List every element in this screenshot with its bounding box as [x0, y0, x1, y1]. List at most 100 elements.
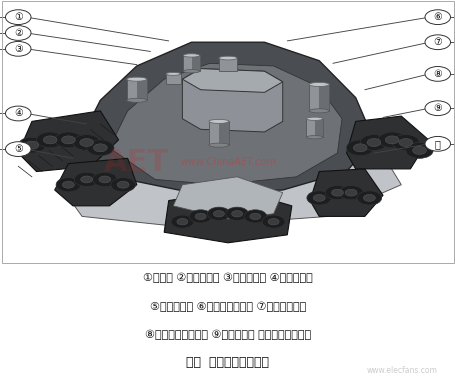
Circle shape — [36, 132, 64, 148]
Polygon shape — [136, 79, 147, 100]
Circle shape — [81, 176, 92, 183]
Text: 图１  机器人结构三维模: 图１ 机器人结构三维模 — [186, 356, 269, 369]
Text: ⑧: ⑧ — [432, 69, 441, 79]
Ellipse shape — [183, 70, 199, 73]
Circle shape — [171, 215, 193, 228]
Circle shape — [225, 207, 248, 220]
Circle shape — [424, 101, 450, 116]
Circle shape — [262, 215, 284, 228]
Circle shape — [324, 185, 349, 200]
Polygon shape — [164, 190, 291, 243]
Circle shape — [363, 195, 374, 201]
Circle shape — [74, 172, 99, 187]
Polygon shape — [182, 69, 282, 132]
FancyBboxPatch shape — [306, 119, 322, 137]
Circle shape — [412, 147, 425, 155]
Ellipse shape — [166, 72, 180, 75]
Circle shape — [111, 178, 135, 192]
Polygon shape — [18, 111, 118, 172]
FancyBboxPatch shape — [183, 55, 199, 71]
Circle shape — [249, 213, 260, 219]
Circle shape — [213, 211, 224, 217]
Polygon shape — [77, 42, 373, 193]
Ellipse shape — [208, 120, 228, 123]
Ellipse shape — [183, 54, 199, 57]
Text: ⑧对射式红外传感器 ⑨履带单元３ ⓙ机器人主体底板: ⑧对射式红外传感器 ⑨履带单元３ ⓙ机器人主体底板 — [145, 329, 310, 340]
Circle shape — [80, 139, 93, 147]
Circle shape — [424, 35, 450, 50]
Circle shape — [384, 136, 398, 144]
Circle shape — [338, 185, 363, 200]
Circle shape — [5, 10, 31, 25]
FancyBboxPatch shape — [166, 74, 180, 84]
FancyBboxPatch shape — [218, 58, 237, 71]
Circle shape — [61, 136, 75, 144]
Circle shape — [43, 136, 57, 144]
Circle shape — [55, 132, 82, 148]
Circle shape — [353, 144, 366, 152]
Circle shape — [331, 189, 343, 196]
Circle shape — [356, 191, 381, 205]
Circle shape — [195, 213, 206, 219]
Circle shape — [268, 219, 278, 225]
Circle shape — [391, 135, 419, 150]
Text: www.elecfans.com: www.elecfans.com — [366, 366, 437, 375]
Polygon shape — [191, 55, 199, 71]
Circle shape — [18, 137, 46, 153]
Circle shape — [231, 211, 242, 217]
Circle shape — [243, 210, 266, 223]
Text: ⑦: ⑦ — [432, 37, 441, 47]
Circle shape — [117, 181, 129, 188]
Ellipse shape — [306, 117, 322, 120]
FancyBboxPatch shape — [126, 79, 147, 100]
Circle shape — [306, 191, 331, 205]
Circle shape — [359, 135, 387, 150]
Polygon shape — [173, 177, 282, 219]
Polygon shape — [309, 169, 382, 216]
Circle shape — [424, 66, 450, 81]
Polygon shape — [109, 63, 341, 185]
Ellipse shape — [208, 143, 228, 147]
Circle shape — [424, 136, 450, 151]
FancyBboxPatch shape — [208, 121, 228, 145]
Text: ⓙ: ⓙ — [434, 139, 440, 149]
Circle shape — [344, 189, 356, 196]
Polygon shape — [55, 158, 136, 206]
Polygon shape — [59, 116, 400, 227]
Ellipse shape — [308, 109, 329, 113]
Circle shape — [73, 135, 100, 150]
Circle shape — [313, 195, 324, 201]
Circle shape — [424, 10, 450, 25]
Circle shape — [99, 176, 111, 183]
Ellipse shape — [306, 136, 322, 139]
Polygon shape — [182, 69, 282, 92]
Circle shape — [92, 172, 117, 187]
Text: www.ChinaAET.com: www.ChinaAET.com — [180, 157, 275, 167]
Text: ④: ④ — [14, 109, 23, 118]
Text: ③: ③ — [14, 44, 23, 54]
Polygon shape — [318, 84, 329, 111]
Ellipse shape — [126, 98, 147, 102]
Ellipse shape — [218, 56, 237, 60]
Text: AET: AET — [104, 148, 169, 177]
Ellipse shape — [308, 83, 329, 86]
Circle shape — [398, 139, 412, 147]
Circle shape — [366, 139, 380, 147]
Ellipse shape — [126, 77, 147, 81]
Circle shape — [5, 41, 31, 56]
Text: ⑥: ⑥ — [432, 12, 441, 22]
Polygon shape — [218, 121, 228, 145]
Polygon shape — [314, 119, 322, 137]
Circle shape — [86, 140, 114, 156]
Circle shape — [5, 106, 31, 121]
Text: ①: ① — [14, 12, 23, 22]
Text: ⑤履带单元１ ⑥机器人主体侧板 ⑦电位器固定座: ⑤履带单元１ ⑥机器人主体侧板 ⑦电位器固定座 — [150, 302, 305, 312]
Circle shape — [25, 141, 39, 149]
Text: ②: ② — [14, 28, 23, 38]
Circle shape — [177, 219, 187, 225]
Circle shape — [5, 142, 31, 156]
Circle shape — [5, 26, 31, 40]
FancyBboxPatch shape — [308, 84, 329, 111]
Text: ⑤: ⑤ — [14, 144, 23, 154]
Polygon shape — [346, 116, 428, 169]
